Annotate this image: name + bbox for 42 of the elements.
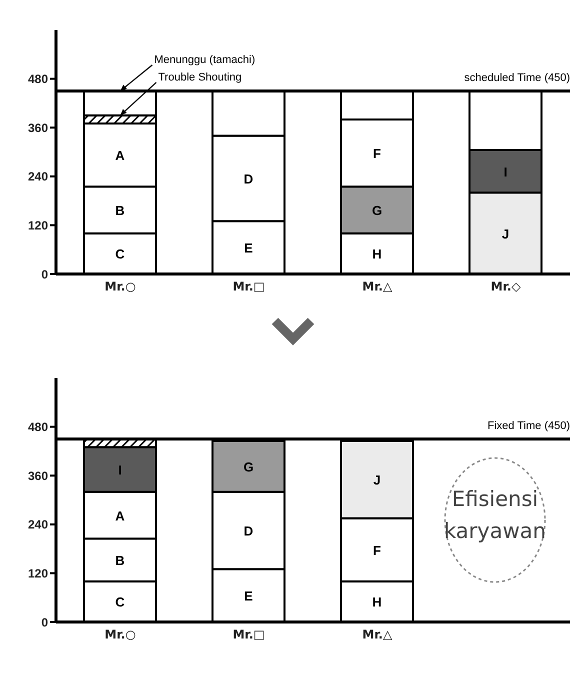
data-label: I bbox=[118, 462, 122, 478]
y-tick-label: 240 bbox=[28, 518, 48, 532]
data-label: A bbox=[115, 148, 126, 164]
y-tick-label: 120 bbox=[28, 218, 48, 232]
data-label: C bbox=[115, 246, 126, 262]
x-tick-label: Mr.△ bbox=[362, 280, 393, 294]
y-tick-label: 360 bbox=[28, 468, 48, 483]
y-tick-label: 360 bbox=[28, 120, 48, 135]
data-label: A bbox=[115, 508, 126, 524]
data-label: J bbox=[373, 472, 381, 488]
data-label: J bbox=[502, 226, 510, 242]
data-label: H bbox=[372, 594, 382, 610]
ref-line-label: Fixed Time (450) bbox=[487, 420, 570, 432]
ref-line-label: scheduled Time (450) bbox=[464, 72, 570, 84]
data-label: D bbox=[244, 524, 254, 538]
data-label: G bbox=[243, 459, 254, 474]
y-tick-label: 120 bbox=[28, 566, 48, 580]
y-tick-label: 0 bbox=[41, 615, 48, 630]
data-label: B bbox=[115, 202, 125, 218]
y-tick-label: 240 bbox=[28, 170, 48, 184]
data-label: E bbox=[244, 588, 254, 604]
annotation: Efisiensi karyawan bbox=[443, 486, 547, 545]
x-tick-label: Mr.○ bbox=[104, 628, 136, 642]
x-tick-label: Mr.○ bbox=[104, 280, 136, 294]
data-label: E bbox=[244, 240, 254, 256]
data-label: H bbox=[372, 246, 382, 262]
data-label: F bbox=[373, 146, 382, 162]
data-label: G bbox=[372, 202, 382, 218]
data-label: B bbox=[115, 552, 125, 568]
data-label: I bbox=[504, 164, 508, 180]
x-tick-label: Mr.□ bbox=[232, 628, 265, 642]
y-tick-label: 480 bbox=[28, 420, 48, 434]
x-tick-label: Mr.□ bbox=[232, 280, 265, 294]
annotation: Trouble Shouting bbox=[158, 71, 242, 84]
y-tick-label: 480 bbox=[28, 72, 48, 86]
x-tick-label: Mr.◇ bbox=[490, 280, 522, 294]
data-label: F bbox=[373, 542, 382, 558]
y-tick-label: 0 bbox=[41, 267, 48, 282]
data-label: D bbox=[244, 171, 254, 186]
data-label: C bbox=[115, 594, 126, 610]
annotation: Menunggu (tamachi) bbox=[154, 54, 256, 66]
x-tick-label: Mr.△ bbox=[362, 628, 393, 642]
